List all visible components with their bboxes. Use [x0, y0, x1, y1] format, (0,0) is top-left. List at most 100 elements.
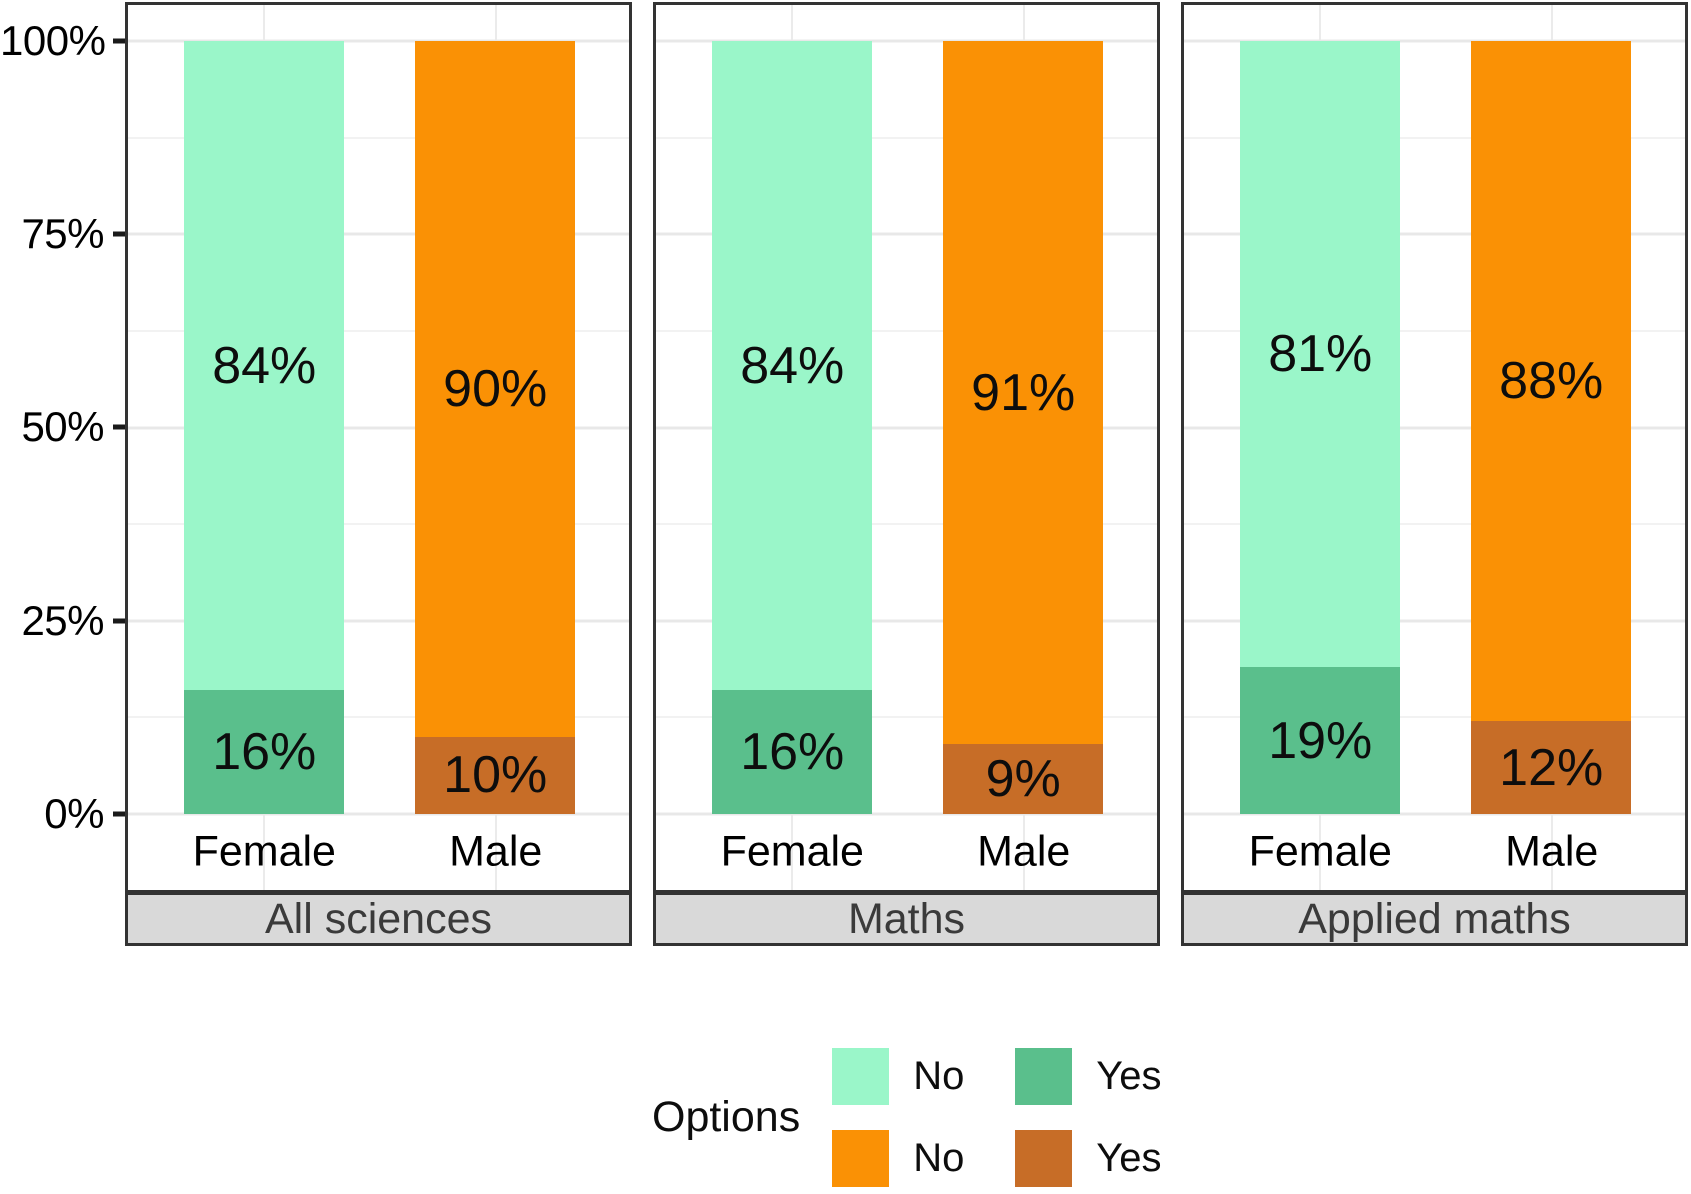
y-gridline-minor	[656, 329, 1157, 332]
bar-value-label: 12%	[1499, 738, 1604, 797]
facet-strip-label: Applied maths	[1298, 894, 1571, 943]
facet-panel-maths: 84% 16% 91% 9% Female Male	[653, 2, 1160, 946]
y-axis-tick-label: 100%	[0, 17, 106, 64]
facet-panel-all-sciences: 84% 16% 90% 10% Female Male	[125, 2, 632, 946]
y-gridline-major	[1184, 812, 1685, 816]
y-gridline-minor	[1184, 329, 1685, 332]
plot-area: 81% 19% 88% 12%	[1184, 39, 1685, 816]
bar-segment-yes: 10%	[415, 736, 576, 814]
bar-value-label: 81%	[1268, 325, 1373, 384]
bar-segment-no: 91%	[943, 41, 1104, 745]
bar-female: 84% 16%	[712, 41, 873, 814]
x-category-label: Male	[449, 827, 543, 876]
facet-strip-label: Maths	[847, 894, 966, 943]
facet-strip: All sciences	[125, 892, 632, 946]
x-category-label: Female	[720, 827, 864, 876]
y-axis-tick-label: 0%	[44, 790, 104, 837]
legend: Options No Yes No Yes	[652, 1048, 1174, 1187]
legend-label: Yes	[1096, 1136, 1162, 1180]
y-axis-tick-mark	[113, 618, 126, 624]
x-axis-labels: Female Male	[656, 814, 1157, 890]
y-gridline-major	[1184, 232, 1685, 236]
legend-title: Options	[652, 1093, 801, 1141]
x-category-label: Male	[977, 827, 1071, 876]
y-gridline-major	[128, 426, 629, 429]
legend-swatch-female-yes	[1015, 1048, 1073, 1105]
bar-value-label: 19%	[1268, 711, 1373, 770]
y-gridline-major	[1184, 619, 1685, 623]
y-gridline-minor	[656, 716, 1157, 719]
y-axis-tick-mark	[113, 811, 126, 817]
facet-panel-applied-maths: 81% 19% 88% 12% Female Male	[1181, 2, 1688, 946]
bar-male: 90% 10%	[415, 41, 576, 814]
y-axis-tick-label: 50%	[21, 403, 104, 450]
legend-swatch-female-no	[832, 1048, 890, 1105]
bar-value-label: 16%	[740, 723, 845, 782]
facet-strip-label: All sciences	[264, 894, 493, 943]
bar-segment-no: 90%	[415, 41, 576, 737]
bar-value-label: 84%	[212, 336, 317, 395]
bar-value-label: 16%	[212, 723, 317, 782]
legend-label: No	[913, 1136, 965, 1180]
bar-value-label: 90%	[443, 359, 548, 418]
legend-label: No	[913, 1054, 965, 1098]
legend-swatch-male-no	[832, 1130, 890, 1187]
y-gridline-major	[656, 619, 1157, 623]
facet-strip: Applied maths	[1181, 892, 1688, 946]
x-category-label: Female	[1248, 827, 1392, 876]
bar-value-label: 9%	[985, 750, 1061, 809]
y-gridline-major	[1184, 426, 1685, 429]
x-category-label: Male	[1505, 827, 1599, 876]
y-gridline-major	[656, 39, 1157, 43]
plot-area: 84% 16% 91% 9%	[656, 39, 1157, 816]
plot-panel: 84% 16% 91% 9% Female Male	[653, 2, 1160, 893]
y-axis-tick-mark	[113, 424, 126, 430]
y-gridline-minor	[1184, 136, 1685, 139]
y-gridline-minor	[656, 523, 1157, 526]
bar-segment-no: 88%	[1471, 41, 1632, 722]
bar-segment-yes: 16%	[184, 690, 345, 814]
bar-value-label: 91%	[971, 363, 1076, 422]
y-gridline-major	[656, 426, 1157, 429]
plot-panel: 81% 19% 88% 12% Female Male	[1181, 2, 1688, 893]
y-gridline-minor	[656, 136, 1157, 139]
y-axis-tick-label: 75%	[21, 210, 104, 257]
y-gridline-minor	[128, 136, 629, 139]
y-gridline-major	[128, 232, 629, 236]
x-axis-labels: Female Male	[128, 814, 629, 890]
y-gridline-major	[128, 39, 629, 43]
x-axis-labels: Female Male	[1184, 814, 1685, 890]
bar-segment-yes: 16%	[712, 690, 873, 814]
bar-segment-yes: 19%	[1240, 667, 1401, 814]
x-category-label: Female	[192, 827, 336, 876]
bar-segment-no: 81%	[1240, 41, 1401, 668]
y-gridline-minor	[128, 329, 629, 332]
plot-panel: 84% 16% 90% 10% Female Male	[125, 2, 632, 893]
y-gridline-major	[128, 812, 629, 816]
y-axis-tick-mark	[113, 231, 126, 237]
y-gridline-major	[656, 232, 1157, 236]
y-gridline-major	[1184, 39, 1685, 43]
plot-area: 84% 16% 90% 10%	[128, 39, 629, 816]
y-axis-tick-label: 25%	[21, 597, 104, 644]
y-gridline-minor	[128, 523, 629, 526]
legend-grid: No Yes No Yes	[832, 1048, 1174, 1187]
y-gridline-minor	[1184, 523, 1685, 526]
bar-value-label: 84%	[740, 336, 845, 395]
bar-male: 91% 9%	[943, 41, 1104, 814]
y-gridline-major	[656, 812, 1157, 816]
bar-value-label: 88%	[1499, 352, 1604, 411]
bar-segment-yes: 9%	[943, 744, 1104, 814]
y-gridline-minor	[128, 716, 629, 719]
y-axis-tick-mark	[113, 38, 126, 44]
bar-female: 84% 16%	[184, 41, 345, 814]
y-gridline-major	[128, 619, 629, 623]
bar-segment-yes: 12%	[1471, 721, 1632, 814]
facet-strip: Maths	[653, 892, 1160, 946]
bar-value-label: 10%	[443, 746, 548, 805]
bar-segment-no: 84%	[184, 41, 345, 691]
y-gridline-minor	[1184, 716, 1685, 719]
legend-label: Yes	[1096, 1054, 1162, 1098]
bar-male: 88% 12%	[1471, 41, 1632, 814]
